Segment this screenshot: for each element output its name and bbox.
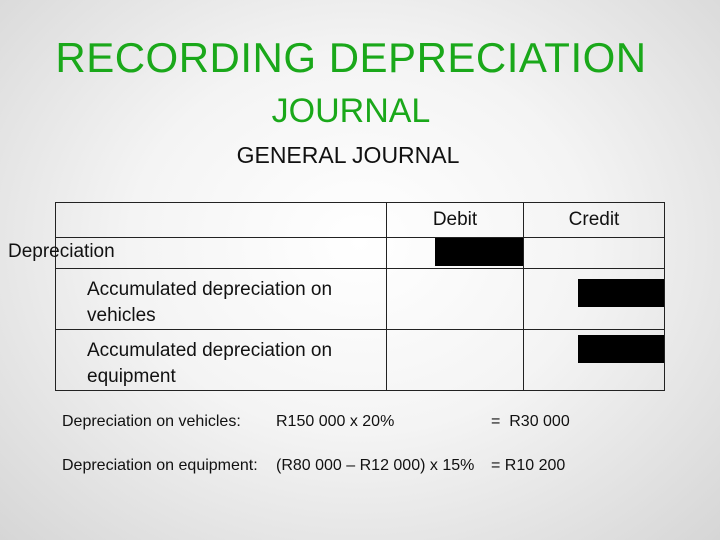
calc-formula-vehicles: R150 000 x 20% [276, 413, 395, 430]
row-description: Accumulated depreciation on equipment [87, 340, 333, 387]
description-cell: Accumulated depreciation on equipment [55, 329, 387, 391]
redacted-credit-amount [578, 335, 664, 363]
description-header-cell [55, 202, 387, 238]
description-cell: Depreciation [8, 237, 387, 269]
debit-header: Debit [386, 202, 524, 238]
redacted-credit-amount [578, 279, 664, 307]
credit-cell [523, 237, 665, 269]
debit-cell [386, 329, 524, 391]
debit-cell [386, 268, 524, 330]
calc-result-vehicles: = R30 000 [491, 413, 570, 430]
calc-label-vehicles: Depreciation on vehicles: [62, 413, 241, 430]
journal-row-acc-dep-equipment: Accumulated depreciation on equipment [55, 329, 665, 391]
journal-heading: GENERAL JOURNAL [236, 142, 460, 168]
row-description: Accumulated depreciation on vehicles [87, 279, 333, 326]
calc-label-equipment: Depreciation on equipment: [62, 457, 258, 474]
credit-header: Credit [523, 202, 665, 238]
journal-row-acc-dep-vehicles: Accumulated depreciation on vehicles [55, 268, 665, 330]
journal-row-depreciation: Depreciation [8, 237, 665, 269]
slide-title-line-2: JOURNAL [271, 92, 431, 130]
row-description: Depreciation [8, 241, 115, 262]
debit-cell [386, 237, 524, 269]
credit-cell [523, 329, 665, 391]
description-cell: Accumulated depreciation on vehicles [55, 268, 387, 330]
credit-cell [523, 268, 665, 330]
general-journal-table: Debit Credit Depreciation Accumulated de… [8, 202, 665, 391]
calc-result-equipment: = R10 200 [491, 457, 566, 474]
redacted-debit-amount [435, 238, 523, 266]
slide-title: RECORDING DEPRECIATION [55, 34, 647, 81]
journal-header-row: Debit Credit [55, 202, 665, 238]
calc-formula-equipment: (R80 000 – R12 000) x 15% [276, 457, 475, 474]
